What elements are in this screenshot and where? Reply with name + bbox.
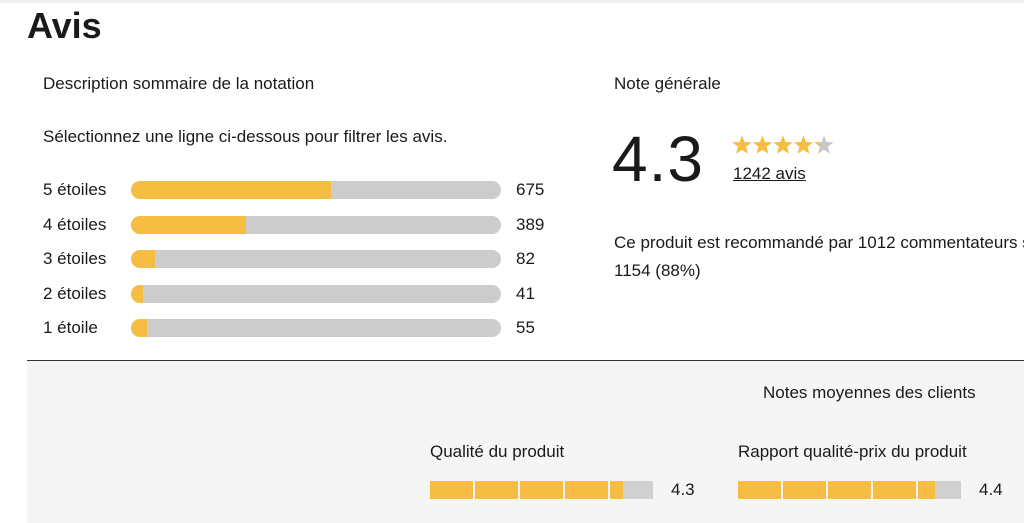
rating-row-label: 3 étoiles <box>43 249 107 268</box>
rating-bar-fill <box>131 285 144 303</box>
rating-segment-fill <box>828 481 871 499</box>
page-title: Avis <box>27 5 102 46</box>
rating-bar-track <box>131 250 501 268</box>
rating-bar-track <box>131 319 501 337</box>
average-ratings-heading: Notes moyennes des clients <box>763 383 976 402</box>
star-icon <box>752 135 773 154</box>
rating-bar-track <box>131 216 501 234</box>
rating-bar-track <box>131 181 501 199</box>
rating-segment <box>430 481 473 499</box>
criterion-label-value-for-money: Rapport qualité-prix du produit <box>738 442 967 461</box>
recommendation-text: Ce produit est recommandé par 1012 comme… <box>614 229 1024 285</box>
section-divider <box>27 360 1024 361</box>
filter-hint-text: Sélectionnez une ligne ci-dessous pour f… <box>43 127 448 146</box>
rating-bar-fill <box>131 319 148 337</box>
rating-row-count: 82 <box>516 249 535 268</box>
recommendation-line-1: Ce produit est recommandé par 1012 comme… <box>614 233 1024 252</box>
star-icon <box>732 135 752 154</box>
rating-segment-fill <box>738 481 781 499</box>
rating-segment <box>565 481 608 499</box>
rating-row-label: 5 étoiles <box>43 180 107 199</box>
overall-score: 4.3 <box>612 123 704 195</box>
reviews-count-link[interactable]: 1242 avis <box>733 164 806 183</box>
rating-row-label: 2 étoiles <box>43 284 107 303</box>
rating-summary-heading: Description sommaire de la notation <box>43 74 315 93</box>
rating-bar-fill <box>131 250 156 268</box>
rating-segment <box>610 481 653 499</box>
rating-segment-fill <box>610 481 623 499</box>
rating-row-label: 4 étoiles <box>43 215 107 234</box>
criterion-value-quality: 4.3 <box>671 480 695 499</box>
rating-row-count: 389 <box>516 215 545 234</box>
rating-segment-fill <box>430 481 473 499</box>
rating-segment <box>475 481 518 499</box>
star-icon <box>814 135 834 154</box>
rating-row-count: 41 <box>516 284 535 303</box>
rating-segment <box>828 481 871 499</box>
rating-segment <box>520 481 563 499</box>
recommendation-line-2: 1154 (88%) <box>614 261 701 280</box>
top-border <box>0 0 1024 3</box>
rating-row-count: 55 <box>516 318 535 337</box>
rating-segment-fill <box>565 481 608 499</box>
star-icon <box>773 135 793 154</box>
rating-row-count: 675 <box>516 180 545 199</box>
star-rating <box>732 135 834 154</box>
rating-segment <box>918 481 961 499</box>
criterion-value-value-for-money: 4.4 <box>979 480 1003 499</box>
rating-segment-fill <box>918 481 936 499</box>
rating-segment-fill <box>520 481 563 499</box>
rating-segment-fill <box>783 481 826 499</box>
rating-bar-track <box>131 285 501 303</box>
star-icon <box>793 135 814 154</box>
rating-row-label: 1 étoile <box>43 318 98 337</box>
overall-rating-heading: Note générale <box>614 74 721 93</box>
rating-segment <box>873 481 916 499</box>
rating-bar-fill <box>131 216 246 234</box>
rating-bar-fill <box>131 181 331 199</box>
rating-segment-fill <box>873 481 916 499</box>
rating-segment <box>783 481 826 499</box>
criterion-label-quality: Qualité du produit <box>430 442 565 461</box>
rating-segment <box>738 481 781 499</box>
rating-segment-fill <box>475 481 518 499</box>
